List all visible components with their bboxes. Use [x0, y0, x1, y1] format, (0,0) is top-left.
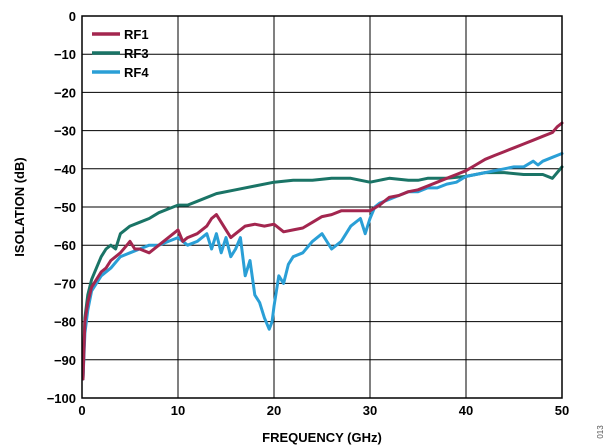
series-line-rf3 [81, 165, 564, 381]
x-tick-label: 0 [78, 403, 85, 418]
y-tick-label: −80 [54, 315, 76, 330]
y-tick-label: 0 [69, 9, 76, 24]
y-tick-label: −40 [54, 162, 76, 177]
y-tick-label: −10 [54, 47, 76, 62]
y-tick-label: −60 [54, 238, 76, 253]
y-tick-label: −30 [54, 124, 76, 139]
series-layer [81, 121, 564, 381]
figure-number: 013 [596, 425, 605, 439]
x-tick-label: 50 [555, 403, 569, 418]
series-line-rf4 [81, 152, 564, 381]
legend-label-rf1: RF1 [124, 27, 149, 42]
x-axis-label: FREQUENCY (GHz) [262, 430, 382, 445]
x-tick-label: 40 [459, 403, 473, 418]
y-tick-labels: 0 −10 −20 −30 −40 −50 −60 −70 −80 −90 −100 [47, 9, 76, 406]
series-line-rf1 [81, 121, 564, 381]
y-tick-label: −90 [54, 353, 76, 368]
y-axis-label: ISOLATION (dB) [12, 157, 27, 256]
legend-label-rf3: RF3 [124, 46, 149, 61]
plot-frame [81, 15, 563, 399]
y-tick-label: −70 [54, 276, 76, 291]
x-tick-label: 10 [171, 403, 185, 418]
y-tick-label: −100 [47, 391, 76, 406]
y-tick-label: −50 [54, 200, 76, 215]
x-tick-label: 20 [267, 403, 281, 418]
grid-lines [81, 15, 563, 399]
x-tick-labels: 0 10 20 30 40 50 [78, 403, 569, 418]
y-tick-label: −20 [54, 85, 76, 100]
legend: RF1 RF3 RF4 [92, 27, 149, 80]
x-tick-label: 30 [363, 403, 377, 418]
legend-label-rf4: RF4 [124, 65, 149, 80]
